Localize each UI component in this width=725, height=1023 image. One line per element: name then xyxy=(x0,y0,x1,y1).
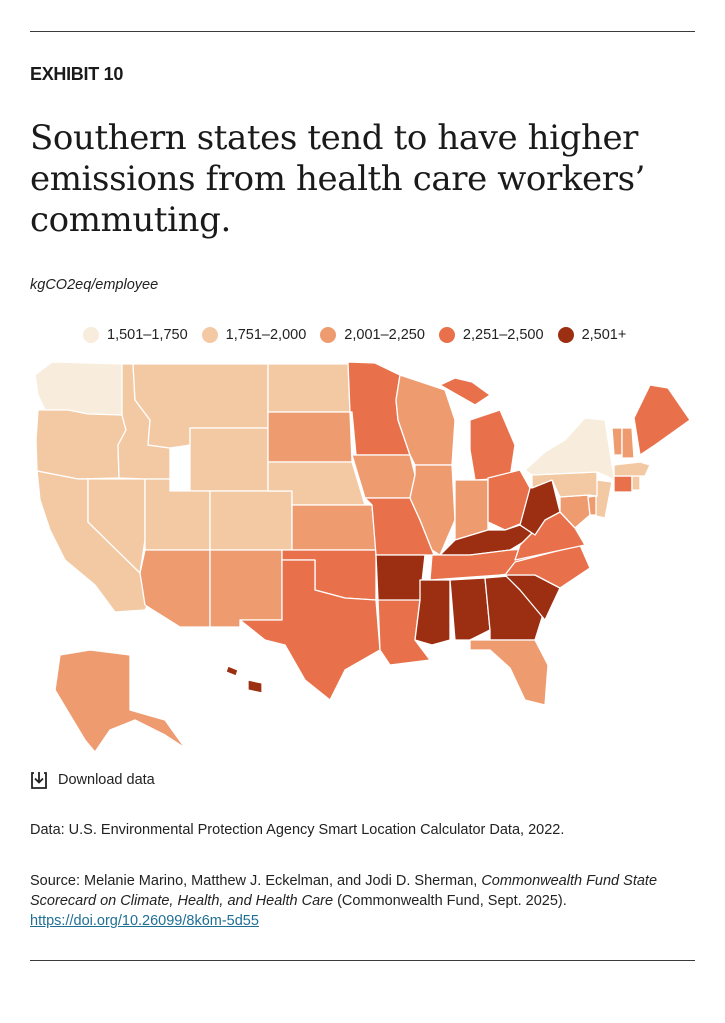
source-prefix: Source: Melanie Marino, Matthew J. Eckel… xyxy=(30,873,482,889)
legend-label-5: 2,501+ xyxy=(581,327,627,343)
state-il xyxy=(409,464,456,556)
source-title: Commonwealth Fund State Scorecard on Cli… xyxy=(30,873,658,909)
state-nm xyxy=(209,549,283,628)
doi-link[interactable]: https://doi.org/10.26099/8k6m-5d55 xyxy=(30,913,259,929)
legend-label-1: 1,501–1,750 xyxy=(107,327,188,343)
state-ct xyxy=(613,475,633,493)
state-ms xyxy=(414,579,451,646)
state-ak xyxy=(54,649,186,753)
legend-label-2: 1,751–2,000 xyxy=(225,327,307,343)
legend-label-4: 2,251–2,500 xyxy=(462,327,544,343)
page-title: Southern states tend to have higher emis… xyxy=(30,118,646,240)
legend-item-3: 2,001–2,250 xyxy=(320,327,425,343)
state-al xyxy=(449,577,491,641)
state-nh xyxy=(621,427,635,459)
state-wa xyxy=(34,361,123,416)
legend-item-5: 2,501+ xyxy=(557,327,627,343)
state-vt xyxy=(611,427,623,456)
state-hi xyxy=(204,654,263,694)
state-ks xyxy=(291,504,377,551)
legend-swatch-3 xyxy=(320,327,337,343)
state-me xyxy=(633,384,691,456)
download-label: Download data xyxy=(58,772,155,788)
bottom-divider xyxy=(30,960,695,961)
source-suffix: (Commonwealth Fund, Sept. 2025). xyxy=(333,893,567,909)
state-ar xyxy=(375,554,426,606)
legend-swatch-1 xyxy=(83,327,99,343)
legend-item-2: 1,751–2,000 xyxy=(201,327,307,343)
state-ri xyxy=(631,475,641,491)
download-icon xyxy=(31,772,47,789)
legend-swatch-2 xyxy=(201,327,218,343)
unit-label: kgCO2eq/employee xyxy=(30,277,159,293)
download-data-button[interactable]: Download data xyxy=(30,770,155,790)
data-note: Data: U.S. Environmental Protection Agen… xyxy=(30,822,565,838)
legend-item-1: 1,501–1,750 xyxy=(83,327,188,343)
legend-label-3: 2,001–2,250 xyxy=(344,327,425,343)
state-fl xyxy=(469,639,549,706)
top-divider xyxy=(30,31,695,32)
us-choropleth-map xyxy=(34,361,691,753)
legend-item-4: 2,251–2,500 xyxy=(438,327,544,343)
state-sd xyxy=(267,411,353,463)
exhibit-label: EXHIBIT 10 xyxy=(30,64,124,84)
state-ma xyxy=(613,461,651,477)
state-ny xyxy=(524,417,616,481)
state-nd xyxy=(267,363,351,413)
state-az xyxy=(139,549,211,628)
state-co xyxy=(209,490,293,551)
source-note: Source: Melanie Marino, Matthew J. Eckel… xyxy=(30,871,695,931)
legend-swatch-5 xyxy=(557,327,574,343)
map-legend: 1,501–1,750 1,751–2,000 2,001–2,250 2,25… xyxy=(83,327,640,343)
state-pa xyxy=(531,471,598,498)
state-wy xyxy=(189,427,269,492)
legend-swatch-4 xyxy=(438,327,455,343)
state-or xyxy=(35,409,127,480)
state-tx xyxy=(239,559,381,701)
state-nj xyxy=(595,479,613,519)
